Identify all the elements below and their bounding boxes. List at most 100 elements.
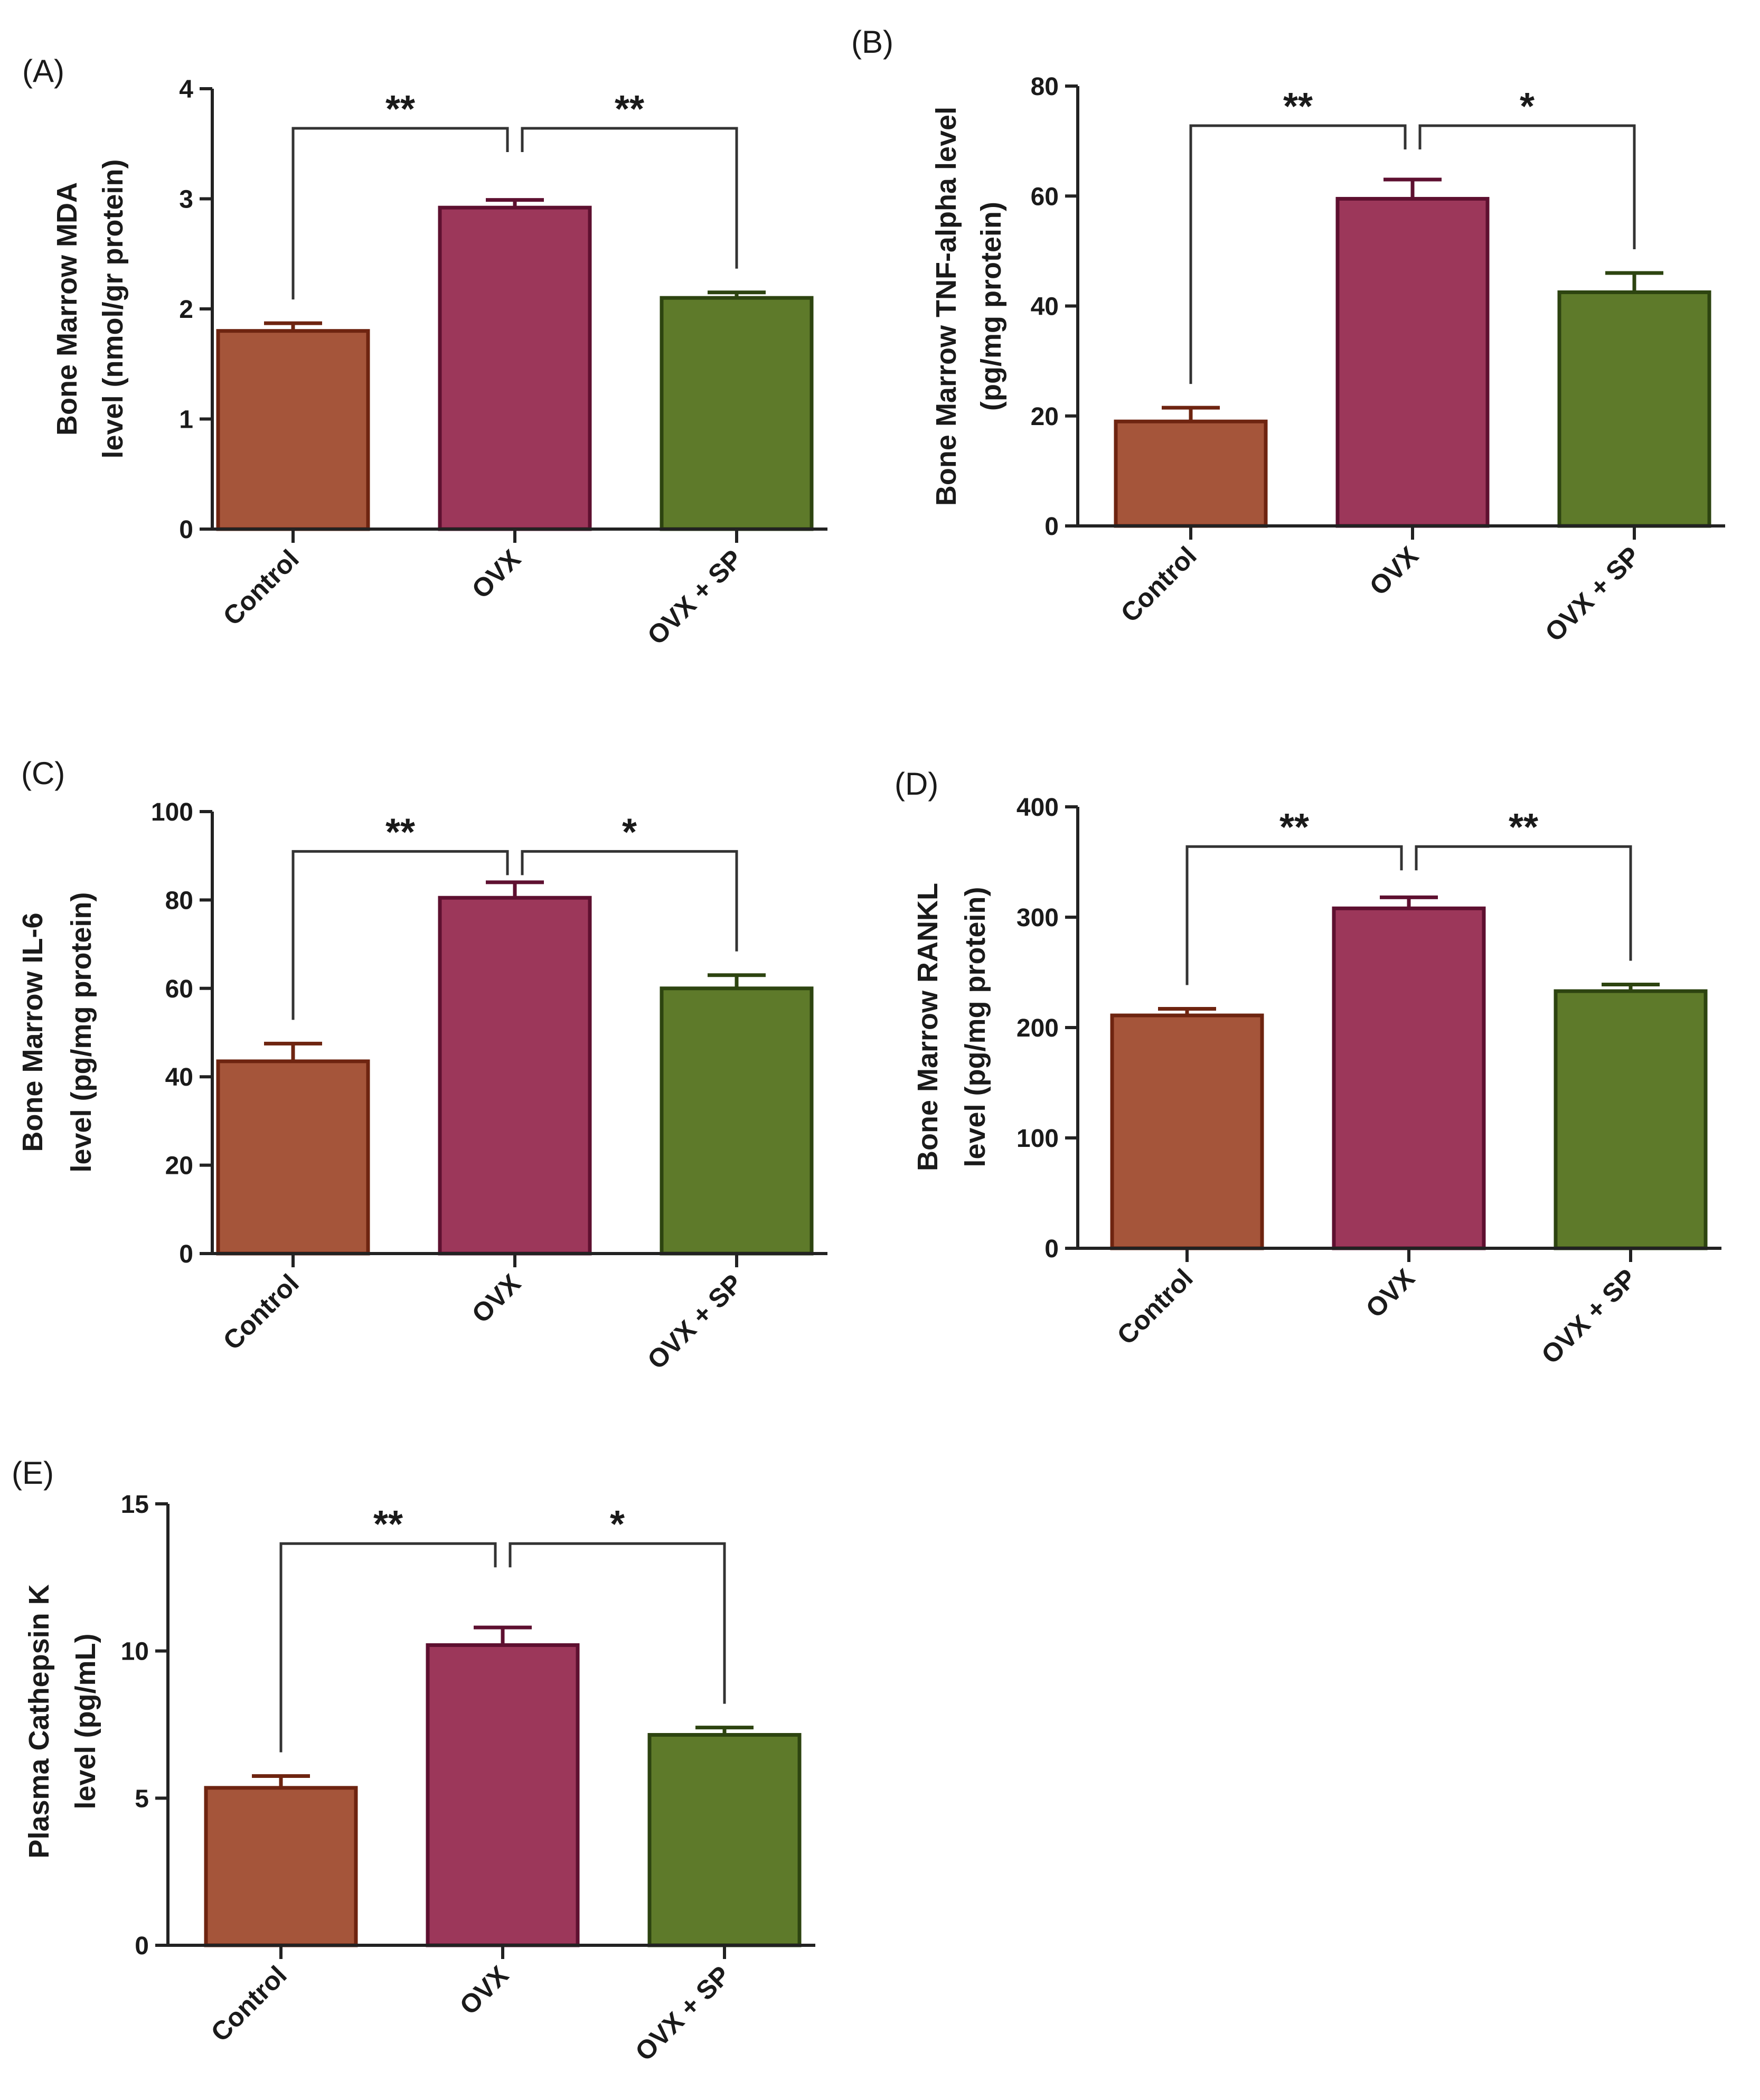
panel-d-ytick-label-1: 100 xyxy=(1017,1125,1059,1153)
panel-b-ytick-label-4: 80 xyxy=(1031,73,1059,101)
panel-b-ylabel-line1: Bone Marrow TNF-alpha level xyxy=(930,107,962,506)
panel-d-ylabel-line1: Bone Marrow RANKL xyxy=(912,883,944,1171)
panel-a-bracket-0 xyxy=(291,127,509,300)
panel-a-category-label-2: OVX + SP xyxy=(642,544,748,651)
panel-c-bracket-1 xyxy=(521,850,738,952)
panel-c-ytick-label-2: 40 xyxy=(165,1063,193,1091)
panel-a-bar-0 xyxy=(216,329,370,531)
panel-d-ytick-label-4: 400 xyxy=(1017,794,1059,822)
panel-a-significance-0: ** xyxy=(385,88,415,130)
panel-e-significance-1: * xyxy=(610,1503,625,1546)
panel-e-bar-2 xyxy=(647,1733,802,1947)
panel-b-ylabel-line2: (pg/mg protein) xyxy=(975,202,1007,411)
panel-a-ytick-label-2: 2 xyxy=(179,296,193,324)
panel-e-category-label-1: OVX xyxy=(454,1960,514,2020)
panel-b-bar-0 xyxy=(1114,419,1268,528)
panel-a-ytick-label-0: 0 xyxy=(179,516,193,544)
panel-e-category-label-2: OVX + SP xyxy=(629,1960,736,2067)
panel-b: (B) Bone Marrow TNF-alpha level (pg/mg p… xyxy=(851,24,1725,647)
panel-e-bracket-0 xyxy=(279,1542,497,1753)
panel-c-ytick-label-1: 20 xyxy=(165,1152,193,1180)
panel-d-ylabel-line2: level (pg/mg protein) xyxy=(959,887,991,1167)
panel-d-bar-2 xyxy=(1554,989,1708,1250)
panel-d-category-label-0: Control xyxy=(1112,1263,1199,1350)
panel-a-ytick-label-3: 3 xyxy=(179,186,193,214)
panel-a-category-label-0: Control xyxy=(218,544,305,631)
panel-e-ytick-label-0: 0 xyxy=(135,1932,149,1960)
panel-a-ytick-label-4: 4 xyxy=(179,76,193,103)
panel-c-ytick-label-5: 100 xyxy=(151,798,193,826)
panel-b-bar-1 xyxy=(1335,196,1490,528)
panel-d-bar-1 xyxy=(1332,906,1486,1250)
panel-c-bar-1 xyxy=(438,896,592,1256)
panel-d-letter: (D) xyxy=(895,766,938,802)
panel-e-bar-0 xyxy=(204,1786,358,1947)
panel-b-bar-2 xyxy=(1557,290,1711,528)
panel-d: (D) Bone Marrow RANKL level (pg/mg prote… xyxy=(895,766,1721,1370)
panel-b-category-label-1: OVX xyxy=(1364,541,1424,601)
panel-d-category-label-1: OVX xyxy=(1360,1263,1420,1323)
panel-e-bar-1 xyxy=(426,1643,580,1947)
panel-e-ytick-label-2: 10 xyxy=(121,1638,149,1666)
panel-a: (A) Bone Marrow MDA level (nmol/gr prote… xyxy=(22,53,827,651)
panel-a-letter: (A) xyxy=(22,53,64,89)
panel-e-ytick-label-1: 5 xyxy=(135,1785,149,1813)
panel-a-plot: 0 1 2 3 4 Control OVX OVX + SP ** ** xyxy=(179,76,827,651)
panel-c: (C) Bone Marrow IL-6 level (pg/mg protei… xyxy=(17,756,827,1375)
panel-d-bracket-1 xyxy=(1415,845,1632,961)
panel-d-significance-1: ** xyxy=(1509,806,1538,849)
panel-b-bracket-0 xyxy=(1189,124,1407,384)
panel-d-ytick-label-2: 200 xyxy=(1017,1014,1059,1042)
panel-c-category-label-0: Control xyxy=(218,1268,305,1355)
panel-c-ylabel-line1: Bone Marrow IL-6 xyxy=(17,912,49,1152)
panel-c-ylabel-line2: level (pg/mg protein) xyxy=(65,892,97,1172)
panel-e-significance-0: ** xyxy=(373,1503,403,1546)
panel-b-letter: (B) xyxy=(851,24,893,60)
panel-e-ylabel-line1: Plasma Cathepsin K xyxy=(23,1584,55,1858)
panel-d-bracket-0 xyxy=(1185,845,1403,985)
panel-c-significance-0: ** xyxy=(385,811,415,853)
panel-e: (E) Plasma Cathepsin K level (pg/mL) 0 5 1… xyxy=(12,1455,815,2067)
panel-a-category-label-1: OVX xyxy=(466,544,526,604)
panel-a-significance-1: ** xyxy=(615,88,644,130)
panel-a-bar-1 xyxy=(438,205,592,531)
panel-e-letter: (E) xyxy=(12,1455,54,1491)
panel-e-ytick-label-3: 15 xyxy=(121,1491,149,1519)
panel-b-category-label-0: Control xyxy=(1115,541,1202,628)
panel-b-ytick-label-1: 20 xyxy=(1031,403,1059,431)
panel-b-category-label-2: OVX + SP xyxy=(1539,541,1646,647)
panel-b-ytick-label-2: 40 xyxy=(1031,293,1059,321)
panel-c-bar-0 xyxy=(216,1059,370,1256)
panel-a-ytick-label-1: 1 xyxy=(179,406,193,434)
panel-b-ytick-label-0: 0 xyxy=(1044,513,1059,541)
panel-e-category-label-0: Control xyxy=(205,1960,293,2047)
panel-a-ylabel-line2: level (nmol/gr protein) xyxy=(97,159,129,458)
panel-c-ytick-label-0: 0 xyxy=(179,1240,193,1268)
panel-b-significance-0: ** xyxy=(1283,86,1313,128)
panel-d-ytick-label-0: 0 xyxy=(1044,1235,1059,1263)
panel-b-bracket-1 xyxy=(1418,124,1636,250)
panel-b-significance-1: * xyxy=(1520,86,1535,128)
panel-c-ytick-label-4: 80 xyxy=(165,887,193,915)
panel-c-category-label-2: OVX + SP xyxy=(642,1268,748,1375)
panel-a-bracket-1 xyxy=(521,127,738,269)
panel-e-ylabel-line2: level (pg/mL) xyxy=(70,1633,101,1809)
panel-c-category-label-1: OVX xyxy=(466,1268,526,1329)
panel-c-ytick-label-3: 60 xyxy=(165,975,193,1003)
panel-d-category-label-2: OVX + SP xyxy=(1536,1263,1642,1370)
panel-d-plot: 0 100 200 300 400 Control OVX OVX + SP ** ** xyxy=(1017,794,1721,1370)
panel-c-bracket-0 xyxy=(291,850,509,1020)
panel-c-significance-1: * xyxy=(622,811,637,853)
panel-c-bar-2 xyxy=(660,986,814,1256)
panel-a-bar-2 xyxy=(660,296,814,531)
panel-d-ytick-label-3: 300 xyxy=(1017,904,1059,932)
panel-d-significance-0: ** xyxy=(1279,806,1309,849)
panel-b-ytick-label-3: 60 xyxy=(1031,183,1059,211)
panel-e-bracket-1 xyxy=(509,1542,726,1704)
panel-d-bar-0 xyxy=(1110,1013,1264,1250)
panel-a-ylabel-line1: Bone Marrow MDA xyxy=(51,182,83,436)
